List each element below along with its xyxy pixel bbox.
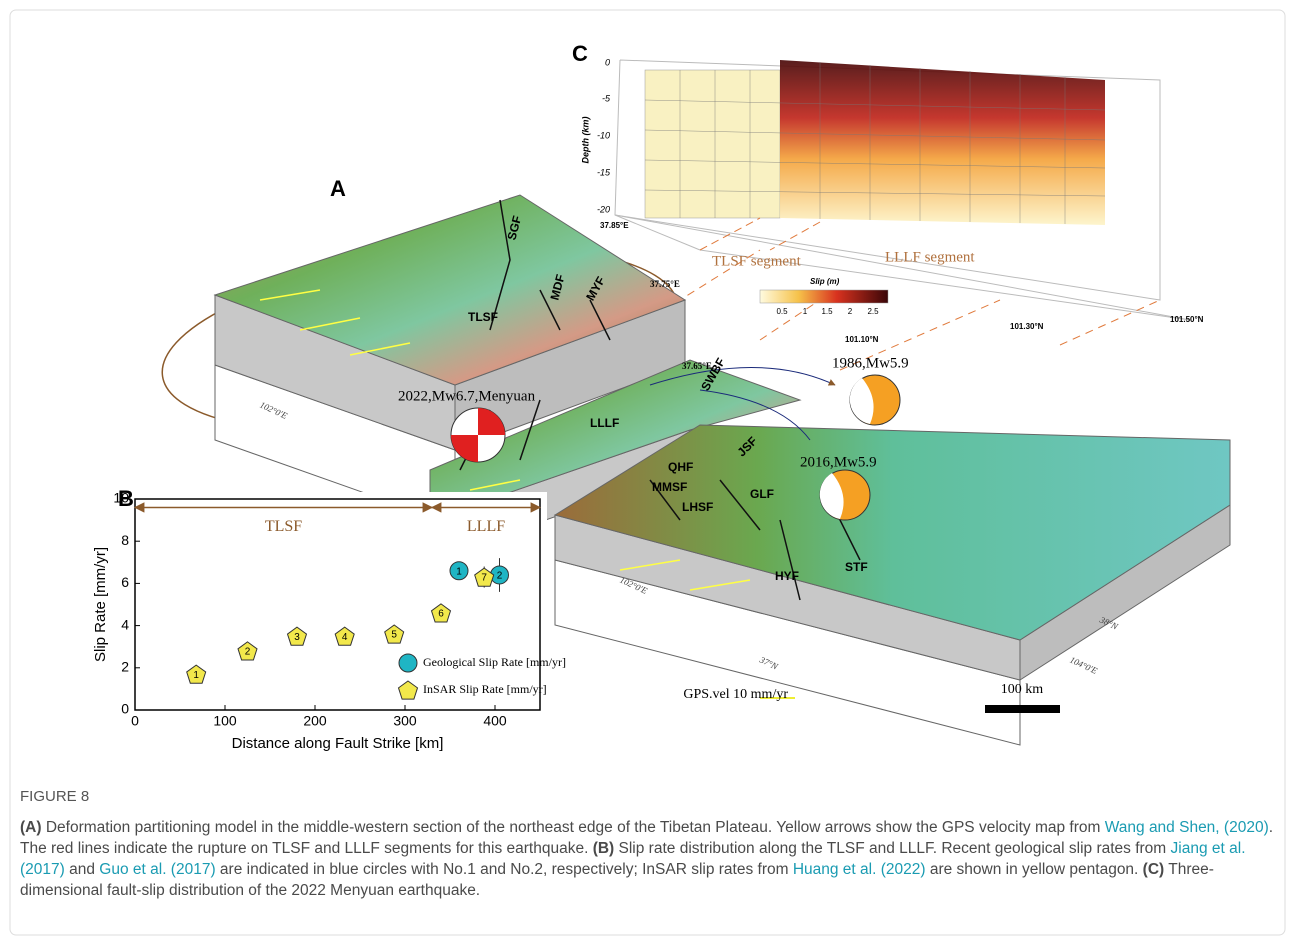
caption: FIGURE 8 (A) Deformation partitioning mo…	[20, 786, 1275, 901]
colorbar-title: Slip (m)	[810, 277, 840, 286]
caption-part: (B)	[593, 840, 615, 857]
point-label: 6	[438, 609, 444, 620]
gps-legend: GPS.vel 10 mm/yr	[683, 687, 788, 702]
lon-tick: 101.50°N	[1170, 315, 1204, 324]
lon-tick: 101.10°N	[845, 335, 879, 344]
caption-part: Deformation partitioning model in the mi…	[42, 819, 1105, 836]
colorbar-tick: 1.5	[821, 307, 833, 316]
scale-label: 100 km	[1001, 682, 1044, 697]
lon-tick: 101.30°N	[1010, 322, 1044, 331]
y-tick-label: 2	[121, 659, 129, 675]
x-tick-label: 300	[393, 713, 417, 729]
lat-label: 37.85°E	[600, 221, 629, 230]
point-label: 2	[497, 571, 503, 582]
panel-label: A	[330, 176, 346, 201]
depth-tick: -20	[597, 204, 610, 214]
colorbar-tick: 0.5	[776, 307, 788, 316]
y-tick-label: 4	[121, 616, 129, 632]
y-tick-label: 0	[121, 701, 129, 717]
point-label: 1	[193, 670, 199, 681]
coord-label: 37.65°E	[682, 361, 712, 371]
fault-label: LLLF	[590, 416, 619, 430]
point-label: 7	[481, 573, 487, 584]
x-tick-label: 200	[303, 713, 327, 729]
caption-part: Slip rate distribution along the TLSF an…	[614, 840, 1170, 857]
legend-label: Geological Slip Rate [mm/yr]	[423, 655, 566, 669]
caption-part: are indicated in blue circles with No.1 …	[216, 861, 793, 878]
colorbar-tick: 2.5	[867, 307, 879, 316]
fault-label: TLSF	[468, 310, 498, 324]
segment-label: LLLF segment	[885, 249, 975, 265]
caption-title: FIGURE 8	[20, 786, 1275, 807]
event-label: 2022,Mw6.7,Menyuan	[398, 388, 536, 404]
caption-part: are shown in yellow pentagon.	[926, 861, 1143, 878]
point-label: 3	[294, 632, 300, 643]
fault-label: QHF	[668, 460, 693, 474]
caption-text: (A) Deformation partitioning model in th…	[20, 817, 1275, 901]
x-tick-label: 100	[213, 713, 237, 729]
coord-label: 37.75°E	[650, 279, 680, 289]
event-label: 1986,Mw5.9	[832, 355, 909, 371]
fault-label: LHSF	[682, 500, 713, 514]
depth-tick: -5	[602, 93, 611, 103]
event-label: 2016,Mw5.9	[800, 454, 877, 470]
point-label: 2	[245, 647, 251, 658]
fault-label: GLF	[750, 487, 774, 501]
caption-part: (C)	[1143, 861, 1165, 878]
colorbar-tick: 2	[848, 307, 853, 316]
scale-bar	[985, 705, 1060, 713]
y-tick-label: 10	[113, 490, 129, 506]
depth-tick: -10	[597, 130, 610, 140]
depth-tick: -15	[597, 167, 611, 177]
fault-label: HYF	[775, 569, 799, 583]
y-tick-label: 8	[121, 532, 129, 548]
segment-label: TLSF	[265, 518, 302, 535]
segment-label: TLSF segment	[712, 253, 802, 269]
panel-label: C	[572, 41, 588, 66]
depth-tick: 0	[605, 57, 610, 67]
y-tick-label: 6	[121, 574, 129, 590]
reference-link[interactable]: Wang and Shen, (2020)	[1105, 819, 1269, 836]
colorbar	[760, 290, 888, 303]
fault-label: MMSF	[652, 480, 687, 494]
coord-label: 104°0'E	[1068, 655, 1099, 677]
x-tick-label: 0	[131, 713, 139, 729]
page: 0 -5 -10 -15 -20 Depth (km) 37.85°E 101.…	[0, 0, 1295, 945]
legend-marker	[399, 654, 417, 672]
reference-link[interactable]: Guo et al. (2017)	[99, 861, 215, 878]
caption-part: and	[65, 861, 99, 878]
depth-label: Depth (km)	[580, 116, 590, 163]
y-axis-label: Slip Rate [mm/yr]	[92, 547, 109, 662]
x-tick-label: 400	[483, 713, 507, 729]
point-label: 5	[391, 630, 397, 641]
legend-label: InSAR Slip Rate [mm/yr]	[423, 682, 547, 696]
fault-label: STF	[845, 560, 868, 574]
x-axis-label: Distance along Fault Strike [km]	[232, 735, 444, 752]
point-label: 1	[456, 566, 462, 577]
colorbar-tick: 1	[803, 307, 808, 316]
caption-part: (A)	[20, 819, 42, 836]
point-label: 4	[342, 632, 348, 643]
reference-link[interactable]: Huang et al. (2022)	[793, 861, 926, 878]
segment-label: LLLF	[467, 518, 505, 535]
